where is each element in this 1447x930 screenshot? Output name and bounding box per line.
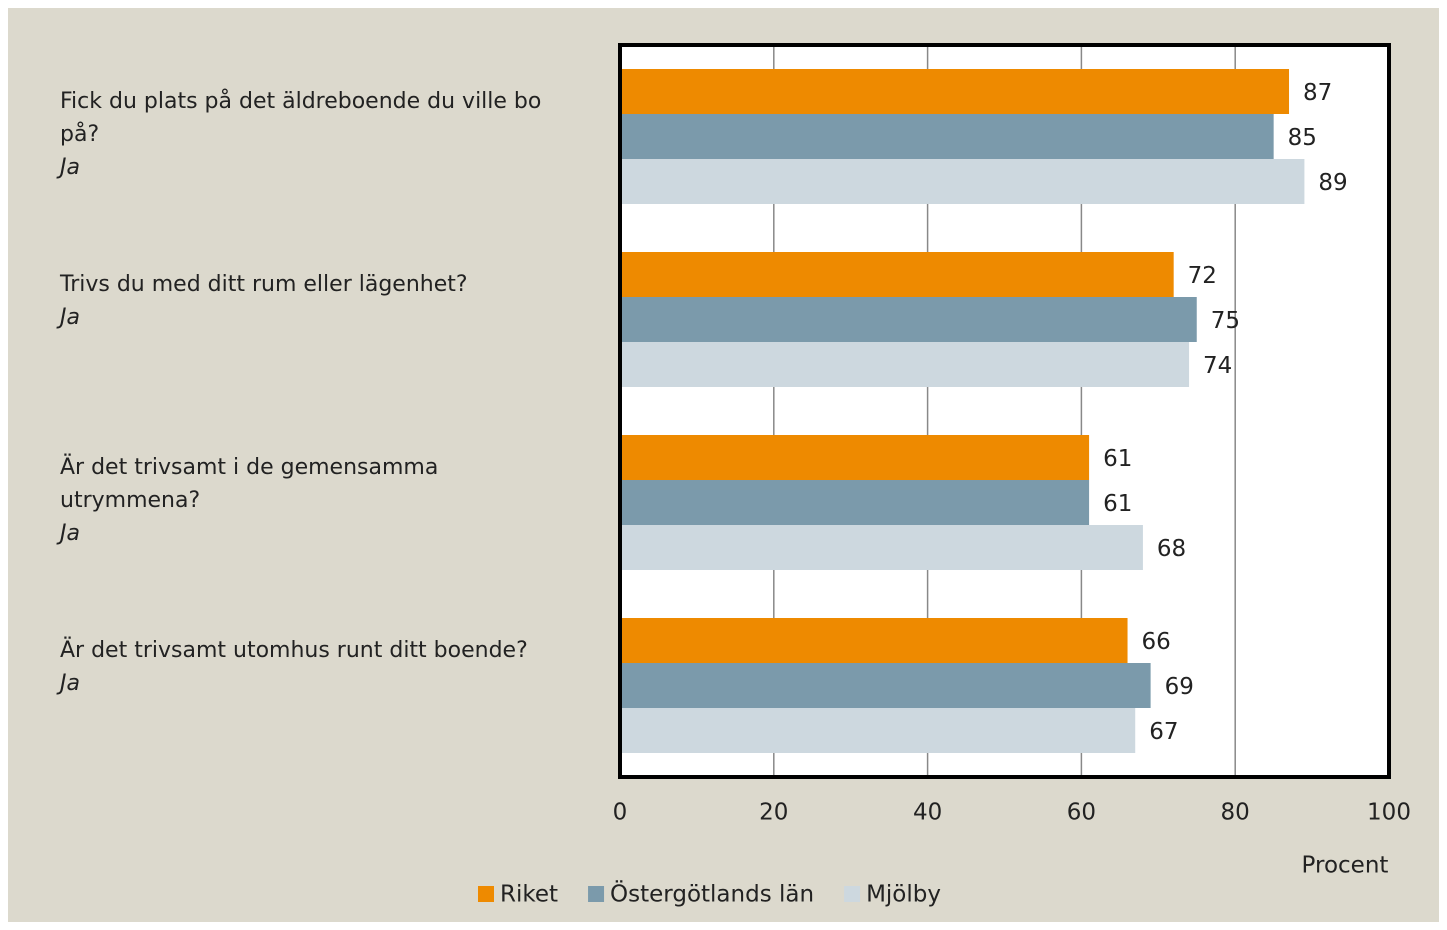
question: Trivs du med ditt rum eller lägenhet?: [60, 272, 468, 297]
data-label: 72: [1188, 263, 1217, 289]
bar: [620, 114, 1274, 159]
category-label: Är det trivsamt utomhus runt ditt boende…: [60, 634, 570, 700]
data-label: 85: [1288, 125, 1317, 151]
answer: Ja: [60, 521, 80, 546]
x-tick-label: 40: [913, 800, 942, 826]
legend-label: Östergötlands län: [610, 880, 814, 908]
legend-swatch: [478, 886, 494, 902]
answer: Ja: [60, 155, 80, 180]
bar: [620, 708, 1136, 753]
data-label: 66: [1142, 629, 1171, 655]
category-label: Fick du plats på det äldreboende du vill…: [60, 85, 570, 184]
data-label: 89: [1318, 170, 1347, 196]
category-label: Är det trivsamt i de gemensamma utrymmen…: [60, 451, 570, 550]
answer: Ja: [60, 671, 80, 696]
bar: [620, 342, 1190, 387]
data-label: 61: [1103, 446, 1132, 472]
x-tick-label: 80: [1221, 800, 1250, 826]
bar: [620, 663, 1151, 708]
x-tick-label: 20: [759, 800, 788, 826]
legend-label: Riket: [500, 882, 558, 908]
data-label: 87: [1303, 80, 1332, 106]
bar: [620, 618, 1128, 663]
legend-swatch: [588, 886, 605, 902]
question: Är det trivsamt i de gemensamma utrymmen…: [60, 455, 439, 513]
question: Är det trivsamt utomhus runt ditt boende…: [60, 638, 528, 663]
x-tick-label: 60: [1067, 800, 1096, 826]
question: Fick du plats på det äldreboende du vill…: [60, 89, 542, 147]
bar: [620, 525, 1143, 570]
x-axis-label: Procent: [1302, 853, 1389, 879]
answer: Ja: [60, 305, 80, 330]
data-label: 67: [1149, 719, 1178, 745]
data-label: 68: [1157, 536, 1186, 562]
bar: [620, 252, 1174, 297]
data-label: 75: [1211, 308, 1240, 334]
legend-swatch: [844, 886, 861, 902]
bar: [620, 435, 1090, 480]
legend-label: Mjölby: [866, 882, 941, 908]
plot-border: [618, 43, 1391, 779]
data-label: 61: [1103, 491, 1132, 517]
data-label: 69: [1165, 674, 1194, 700]
x-tick-label: 0: [613, 800, 628, 826]
bar: [620, 480, 1090, 525]
bar: [620, 297, 1197, 342]
x-tick-label: 100: [1367, 800, 1411, 826]
data-label: 74: [1203, 353, 1232, 379]
bar: [620, 69, 1290, 114]
category-label: Trivs du med ditt rum eller lägenhet? Ja: [60, 268, 570, 334]
bar: [620, 159, 1305, 204]
